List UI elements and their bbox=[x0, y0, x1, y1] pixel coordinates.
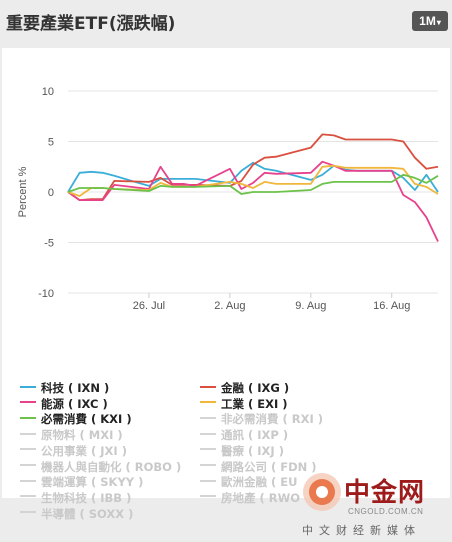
legend-item[interactable]: 金融 ( IXG ) bbox=[200, 380, 290, 395]
legend-label: 網路公司 ( FDN ) bbox=[221, 459, 317, 474]
legend-label: 公用事業 ( JXI ) bbox=[41, 443, 127, 458]
watermark-name: 中金网 bbox=[344, 478, 426, 508]
legend-item[interactable]: 網路公司 ( FDN ) bbox=[200, 459, 317, 474]
legend-label: 雲端運算 ( SKYY ) bbox=[41, 475, 144, 490]
legend-swatch bbox=[20, 432, 36, 435]
legend-swatch bbox=[20, 448, 36, 451]
x-tick-label: 9. Aug bbox=[295, 300, 326, 312]
legend-swatch bbox=[200, 401, 216, 404]
legend-label: 必需消費 ( KXI ) bbox=[41, 412, 132, 427]
legend-label: 機器人與自動化 ( ROBO ) bbox=[41, 459, 182, 474]
y-tick-label: -10 bbox=[38, 288, 54, 300]
cngold-logo-icon bbox=[303, 473, 341, 511]
legend-swatch bbox=[200, 416, 216, 419]
legend-swatch bbox=[200, 495, 216, 498]
range-label: 1M bbox=[419, 14, 436, 28]
legend-item[interactable]: 生物科技 ( IBB ) bbox=[20, 490, 132, 505]
watermark-url: CNGOLD.COM.CN bbox=[348, 507, 424, 516]
legend-item[interactable]: 必需消費 ( KXI ) bbox=[20, 411, 132, 427]
legend-label: 生物科技 ( IBB ) bbox=[41, 490, 132, 505]
chart-panel: 10 5 0 -5 -10 26. Jul 2. Aug 9. Aug 16. Aug Perce… bbox=[2, 48, 450, 537]
watermark-subtitle: 中文财经新媒体 bbox=[302, 524, 421, 537]
legend-swatch bbox=[20, 385, 36, 388]
legend-swatch bbox=[20, 416, 36, 419]
legend-label: 原物料 ( MXI ) bbox=[41, 428, 123, 443]
y-tick-label: 0 bbox=[48, 187, 54, 199]
legend-swatch bbox=[20, 464, 36, 466]
x-tick-label: 26. Jul bbox=[133, 300, 165, 312]
series-line-staples bbox=[67, 173, 439, 195]
legend-swatch bbox=[20, 511, 36, 514]
cngold-watermark: 中金网 CNGOLD.COM.CN 中文财经新媒体 bbox=[296, 468, 452, 542]
y-axis-label: Percent % bbox=[17, 166, 29, 217]
legend-item[interactable]: 科技 ( IXN ) bbox=[20, 380, 110, 395]
y-tick-label: 5 bbox=[48, 137, 54, 149]
legend-swatch bbox=[200, 385, 216, 388]
legend-item[interactable]: 公用事業 ( JXI ) bbox=[20, 443, 127, 458]
range-dropdown-button[interactable]: 1M▾ bbox=[412, 11, 448, 31]
legend-item[interactable]: 通訊 ( IXP ) bbox=[200, 427, 289, 443]
legend-item[interactable]: 能源 ( IXC ) bbox=[20, 396, 108, 411]
legend-swatch bbox=[20, 495, 36, 498]
legend-item[interactable]: 原物料 ( MXI ) bbox=[20, 427, 123, 443]
x-tick-label: 2. Aug bbox=[214, 300, 245, 312]
legend-item[interactable]: 房地產 ( RWO bbox=[200, 490, 301, 505]
legend-label: 科技 ( IXN ) bbox=[41, 381, 110, 395]
caret-down-icon: ▾ bbox=[436, 18, 441, 27]
legend-item[interactable]: 雲端運算 ( SKYY ) bbox=[20, 474, 144, 490]
legend-label: 能源 ( IXC ) bbox=[41, 396, 108, 411]
legend-item[interactable]: 非必需消費 ( RXI ) bbox=[200, 411, 324, 427]
chart-title: 重要產業ETF(漲跌幅) bbox=[6, 14, 176, 34]
legend-label: 通訊 ( IXP ) bbox=[221, 428, 289, 443]
legend-label: 非必需消費 ( RXI ) bbox=[221, 412, 324, 427]
legend-label: 半導體 ( SOXX ) bbox=[41, 506, 134, 521]
series-line-energy bbox=[67, 160, 439, 242]
legend-swatch bbox=[20, 401, 36, 404]
legend-swatch bbox=[200, 432, 216, 435]
legend-label: 房地產 ( RWO bbox=[221, 490, 301, 505]
y-tick-label: 10 bbox=[42, 86, 54, 98]
legend-item[interactable]: 機器人與自動化 ( ROBO ) bbox=[20, 459, 182, 474]
series-line-finance bbox=[67, 133, 439, 202]
y-tick-label: -5 bbox=[44, 238, 54, 250]
legend-label: 醫療 ( IXJ ) bbox=[221, 443, 284, 458]
legend-label: 金融 ( IXG ) bbox=[221, 381, 290, 395]
chart-header: 重要產業ETF(漲跌幅) 1M▾ bbox=[0, 0, 452, 44]
legend-label: 歐洲金融 ( EU bbox=[221, 475, 298, 490]
legend-label: 工業 ( EXI ) bbox=[221, 396, 288, 411]
legend-item[interactable]: 歐洲金融 ( EU bbox=[200, 474, 298, 490]
line-chart: 10 5 0 -5 -10 26. Jul 2. Aug 9. Aug 16. Aug Perce… bbox=[17, 86, 439, 312]
legend-swatch bbox=[200, 464, 216, 466]
legend-item[interactable]: 半導體 ( SOXX ) bbox=[20, 506, 134, 521]
legend-swatch bbox=[200, 448, 216, 451]
legend-swatch bbox=[20, 479, 36, 482]
legend-swatch bbox=[200, 479, 216, 482]
x-tick-label: 16. Aug bbox=[373, 300, 410, 312]
legend-item[interactable]: 工業 ( EXI ) bbox=[200, 396, 288, 411]
legend-item[interactable]: 醫療 ( IXJ ) bbox=[200, 443, 284, 458]
